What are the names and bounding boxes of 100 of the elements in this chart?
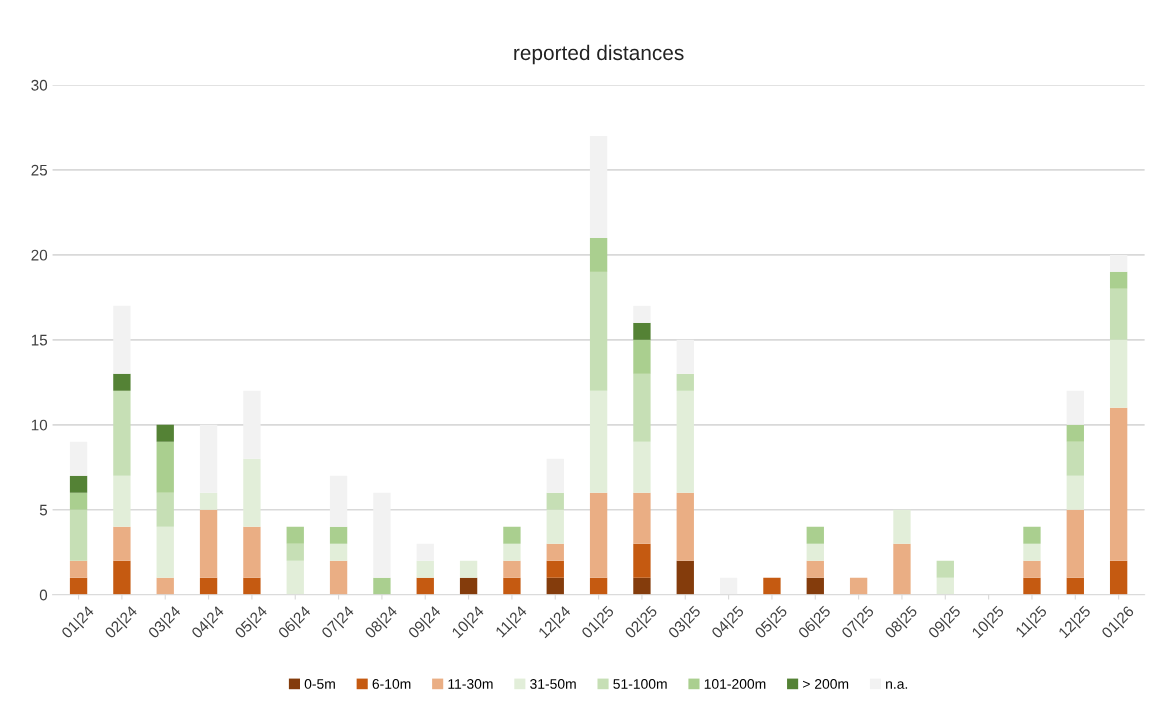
legend-label: 51-100m bbox=[613, 679, 667, 689]
bar bbox=[633, 373, 651, 442]
bar bbox=[503, 543, 521, 561]
bar bbox=[1066, 424, 1084, 442]
bar bbox=[69, 492, 88, 510]
y-tick-label: 10 bbox=[31, 419, 48, 431]
bar bbox=[156, 441, 174, 493]
bar bbox=[416, 577, 434, 595]
bar bbox=[849, 577, 868, 595]
bar bbox=[589, 271, 608, 391]
bar bbox=[113, 305, 131, 374]
bar bbox=[633, 543, 651, 578]
bar bbox=[893, 509, 911, 544]
bar bbox=[676, 390, 694, 493]
y-tick-label: 5 bbox=[39, 504, 48, 516]
bar bbox=[373, 577, 391, 595]
bar bbox=[676, 339, 694, 374]
bar bbox=[1066, 509, 1084, 578]
bar bbox=[113, 390, 131, 476]
bar bbox=[546, 458, 564, 493]
bar bbox=[113, 560, 131, 595]
bar bbox=[806, 526, 824, 544]
bar bbox=[633, 339, 651, 374]
bar bbox=[286, 543, 304, 561]
bar bbox=[546, 543, 564, 561]
bar bbox=[1109, 271, 1128, 289]
bar bbox=[113, 475, 131, 527]
bar bbox=[459, 560, 478, 578]
bar bbox=[633, 322, 651, 340]
y-tick-label: 15 bbox=[31, 334, 48, 346]
bar bbox=[763, 577, 781, 595]
bar bbox=[243, 577, 261, 595]
bar bbox=[936, 560, 954, 578]
bar bbox=[633, 305, 651, 323]
bar bbox=[936, 577, 954, 595]
bar bbox=[1109, 254, 1128, 272]
bar bbox=[633, 441, 651, 493]
y-tick-label: 20 bbox=[31, 249, 48, 261]
chart-title: reported distances bbox=[514, 44, 684, 65]
bar bbox=[1109, 339, 1128, 408]
bar bbox=[1023, 526, 1041, 544]
bar bbox=[546, 560, 564, 578]
bar bbox=[459, 577, 478, 595]
legend-label: 101-200m bbox=[704, 679, 766, 689]
bar bbox=[113, 526, 131, 561]
bar bbox=[286, 560, 304, 595]
legend-label: n.a. bbox=[886, 681, 908, 689]
bar bbox=[243, 458, 261, 527]
bar bbox=[113, 373, 131, 391]
legend-label: 6-10m bbox=[372, 679, 411, 689]
bar bbox=[329, 560, 348, 595]
bar bbox=[676, 373, 694, 391]
bar bbox=[243, 390, 261, 459]
bar bbox=[589, 237, 608, 272]
bar bbox=[546, 577, 564, 595]
bar bbox=[1066, 441, 1084, 476]
bar bbox=[546, 509, 564, 544]
bar bbox=[416, 560, 434, 578]
bar bbox=[156, 492, 174, 527]
legend-label: > 200m bbox=[803, 679, 849, 689]
bar bbox=[806, 577, 824, 595]
legend-label: 11-30m bbox=[448, 679, 493, 689]
legend-label: 0-5m bbox=[304, 679, 335, 689]
bar bbox=[69, 475, 88, 493]
bar bbox=[589, 390, 608, 493]
bar bbox=[1109, 407, 1128, 561]
bar bbox=[1109, 288, 1128, 340]
bar bbox=[503, 560, 521, 578]
bar bbox=[1066, 577, 1084, 595]
y-tick-label: 25 bbox=[31, 164, 48, 176]
bar bbox=[893, 543, 911, 595]
bar bbox=[243, 526, 261, 578]
bar bbox=[546, 492, 564, 510]
bar bbox=[589, 577, 608, 595]
bar bbox=[286, 526, 304, 544]
bar bbox=[69, 441, 88, 476]
bar bbox=[69, 509, 88, 561]
bar bbox=[156, 526, 174, 578]
bar bbox=[1023, 543, 1041, 561]
y-tick-label: 0 bbox=[39, 589, 48, 601]
bar bbox=[503, 526, 521, 544]
bar bbox=[373, 492, 391, 578]
bar bbox=[1023, 560, 1041, 578]
bar bbox=[633, 492, 651, 544]
bar bbox=[199, 492, 218, 510]
bar bbox=[416, 543, 434, 561]
bar bbox=[676, 560, 694, 595]
bar bbox=[806, 543, 824, 561]
bar bbox=[719, 577, 738, 595]
bar bbox=[806, 560, 824, 578]
bar bbox=[329, 526, 348, 544]
legend-label: 31-50m bbox=[530, 679, 576, 689]
bar bbox=[69, 560, 88, 578]
bar bbox=[1109, 560, 1128, 595]
bar bbox=[199, 424, 218, 493]
bar bbox=[1066, 475, 1084, 510]
bar bbox=[1066, 390, 1084, 425]
bar bbox=[199, 577, 218, 595]
bar bbox=[589, 492, 608, 578]
bar bbox=[69, 577, 88, 595]
